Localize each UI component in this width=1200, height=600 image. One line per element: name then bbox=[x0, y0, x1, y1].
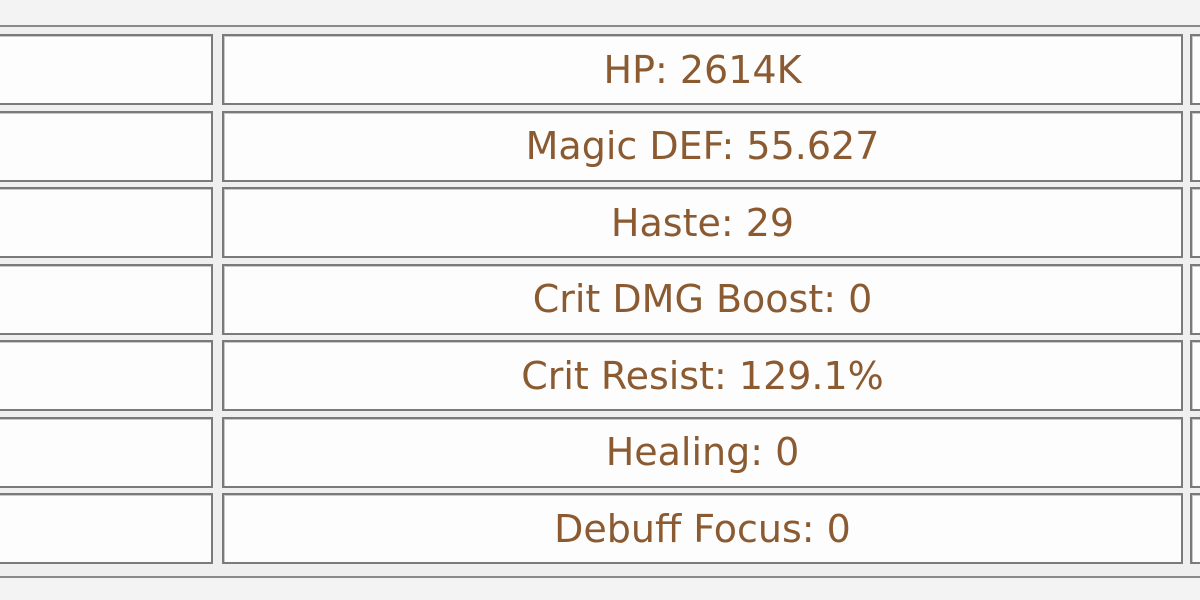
left-cell bbox=[0, 416, 213, 488]
right-cell bbox=[1190, 110, 1200, 182]
stat-cell: Crit Resist: 129.1% bbox=[222, 340, 1183, 411]
stats-table: HP: 2614K Magic DEF: 55.627 Haste: 29 Crit … bbox=[0, 25, 1200, 578]
right-cell bbox=[1190, 416, 1200, 488]
stat-cell: Haste: 29 bbox=[222, 187, 1183, 258]
stat-cell: Healing: 0 bbox=[222, 416, 1183, 488]
left-cell bbox=[0, 187, 213, 258]
stat-cell: Debuff Focus: 0 bbox=[222, 493, 1183, 564]
left-cell bbox=[0, 110, 213, 182]
right-cell bbox=[1190, 263, 1200, 335]
right-cell bbox=[1190, 493, 1200, 564]
stat-cell: HP: 2614K bbox=[222, 34, 1183, 105]
stat-cell: Crit DMG Boost: 0 bbox=[222, 263, 1183, 335]
left-cell bbox=[0, 493, 213, 564]
right-cell bbox=[1190, 340, 1200, 411]
right-cell bbox=[1190, 187, 1200, 258]
left-cell bbox=[0, 263, 213, 335]
right-cell bbox=[1190, 34, 1200, 105]
left-cell bbox=[0, 34, 213, 105]
stat-cell: Magic DEF: 55.627 bbox=[222, 110, 1183, 182]
left-cell bbox=[0, 340, 213, 411]
